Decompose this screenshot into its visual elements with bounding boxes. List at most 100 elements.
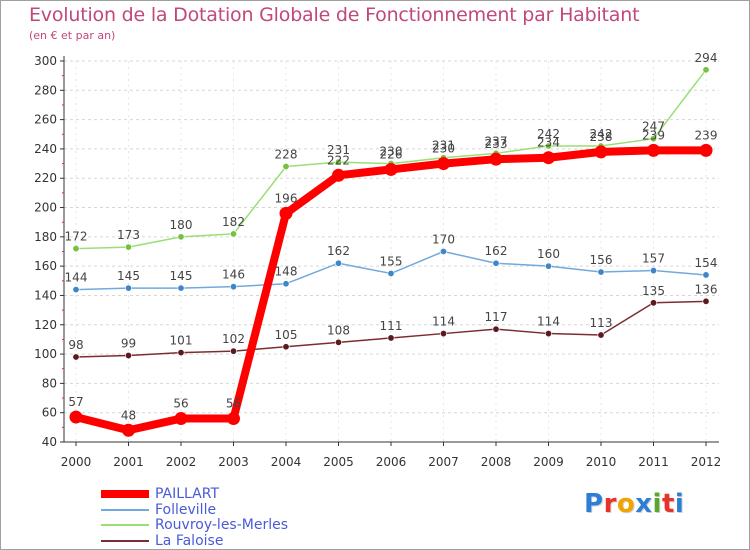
data-label: 239 — [642, 128, 665, 142]
data-point — [699, 143, 713, 157]
data-point — [334, 338, 342, 346]
data-label: 231 — [327, 143, 350, 157]
data-label: 57 — [68, 395, 83, 409]
data-label: 56 — [173, 397, 188, 411]
data-label: 233 — [485, 137, 508, 151]
data-label: 180 — [170, 218, 193, 232]
logo-letter: P — [584, 489, 604, 519]
data-point — [647, 143, 660, 157]
data-point — [439, 330, 447, 338]
legend-label: La Faloise — [155, 532, 224, 549]
y-tick-label: 280 — [34, 83, 57, 97]
legend-label: PAILLART — [155, 486, 220, 502]
y-tick-label: 260 — [34, 113, 57, 127]
data-point — [702, 297, 710, 305]
legend-swatch — [101, 490, 149, 498]
data-label: 196 — [275, 191, 298, 205]
y-tick-label: 200 — [34, 201, 57, 215]
legend-swatch — [101, 524, 149, 526]
data-label: 111 — [380, 319, 403, 333]
data-point — [72, 353, 80, 361]
data-label: 113 — [590, 316, 613, 330]
y-tick-label: 40 — [42, 435, 57, 449]
data-point — [384, 162, 398, 176]
chart-title: Evolution de la Dotation Globale de Fonc… — [29, 4, 640, 26]
data-point — [387, 334, 395, 342]
data-label: 56 — [226, 397, 241, 411]
data-label: 98 — [68, 338, 83, 352]
data-label: 173 — [117, 228, 140, 242]
data-label: 160 — [537, 247, 560, 261]
y-tick-label: 220 — [34, 171, 57, 185]
data-label: 102 — [222, 332, 245, 346]
data-point — [649, 299, 657, 307]
data-point — [594, 145, 608, 159]
x-tick-label: 2008 — [481, 455, 512, 469]
data-label: 237 — [485, 134, 508, 148]
data-point — [230, 230, 238, 238]
data-point — [492, 259, 500, 267]
data-label: 136 — [695, 282, 718, 296]
data-label: 239 — [695, 128, 718, 142]
logo-letter: t — [661, 489, 675, 519]
data-label: 156 — [590, 253, 613, 267]
data-point — [544, 330, 552, 338]
data-point — [174, 412, 188, 426]
data-point — [282, 343, 290, 351]
data-point — [282, 280, 290, 288]
data-label: 226 — [380, 147, 403, 161]
data-point — [177, 349, 185, 357]
data-point — [702, 271, 710, 279]
data-point — [387, 269, 395, 277]
data-label: 145 — [117, 269, 140, 283]
data-label: 231 — [432, 139, 455, 153]
y-tick-label: 160 — [34, 259, 57, 273]
x-tick-label: 2007 — [428, 455, 459, 469]
data-label: 154 — [695, 256, 718, 270]
x-tick-label: 2011 — [638, 455, 669, 469]
data-label: 162 — [327, 244, 350, 258]
data-label: 230 — [380, 145, 403, 159]
data-point — [597, 331, 605, 339]
x-tick-label: 2001 — [113, 455, 144, 469]
data-point — [72, 286, 80, 294]
data-label: 162 — [485, 244, 508, 258]
data-point — [122, 423, 135, 437]
x-tick-label: 2006 — [376, 455, 407, 469]
data-point — [177, 233, 185, 241]
data-label: 182 — [222, 215, 245, 229]
data-label: 172 — [65, 230, 88, 244]
x-tick-label: 2002 — [166, 455, 197, 469]
data-point — [125, 352, 133, 360]
data-point — [334, 158, 342, 166]
data-label: 117 — [485, 310, 508, 324]
data-point — [282, 163, 290, 171]
y-tick-label: 240 — [34, 142, 57, 156]
data-point — [69, 410, 83, 424]
data-label: 230 — [432, 142, 455, 156]
data-point — [439, 248, 447, 256]
data-point — [649, 135, 657, 143]
data-label: 146 — [222, 268, 245, 282]
data-point — [230, 283, 238, 291]
logo-letter: o — [616, 489, 636, 519]
data-label: 135 — [642, 284, 665, 298]
x-tick-label: 2010 — [586, 455, 617, 469]
y-tick-label: 300 — [34, 54, 57, 68]
data-label: 148 — [275, 265, 298, 279]
logo-letter: i — [674, 489, 685, 519]
x-tick-label: 2003 — [218, 455, 249, 469]
data-label: 105 — [275, 328, 298, 342]
data-point — [489, 152, 503, 166]
data-point — [230, 347, 238, 355]
data-label: 294 — [695, 51, 718, 65]
data-label: 108 — [327, 323, 350, 337]
data-label: 170 — [432, 233, 455, 247]
x-tick-label: 2005 — [323, 455, 354, 469]
legend-label: Rouvroy-les-Merles — [155, 517, 289, 533]
data-label: 144 — [65, 271, 88, 285]
data-point — [702, 66, 710, 74]
data-label: 238 — [590, 130, 613, 144]
